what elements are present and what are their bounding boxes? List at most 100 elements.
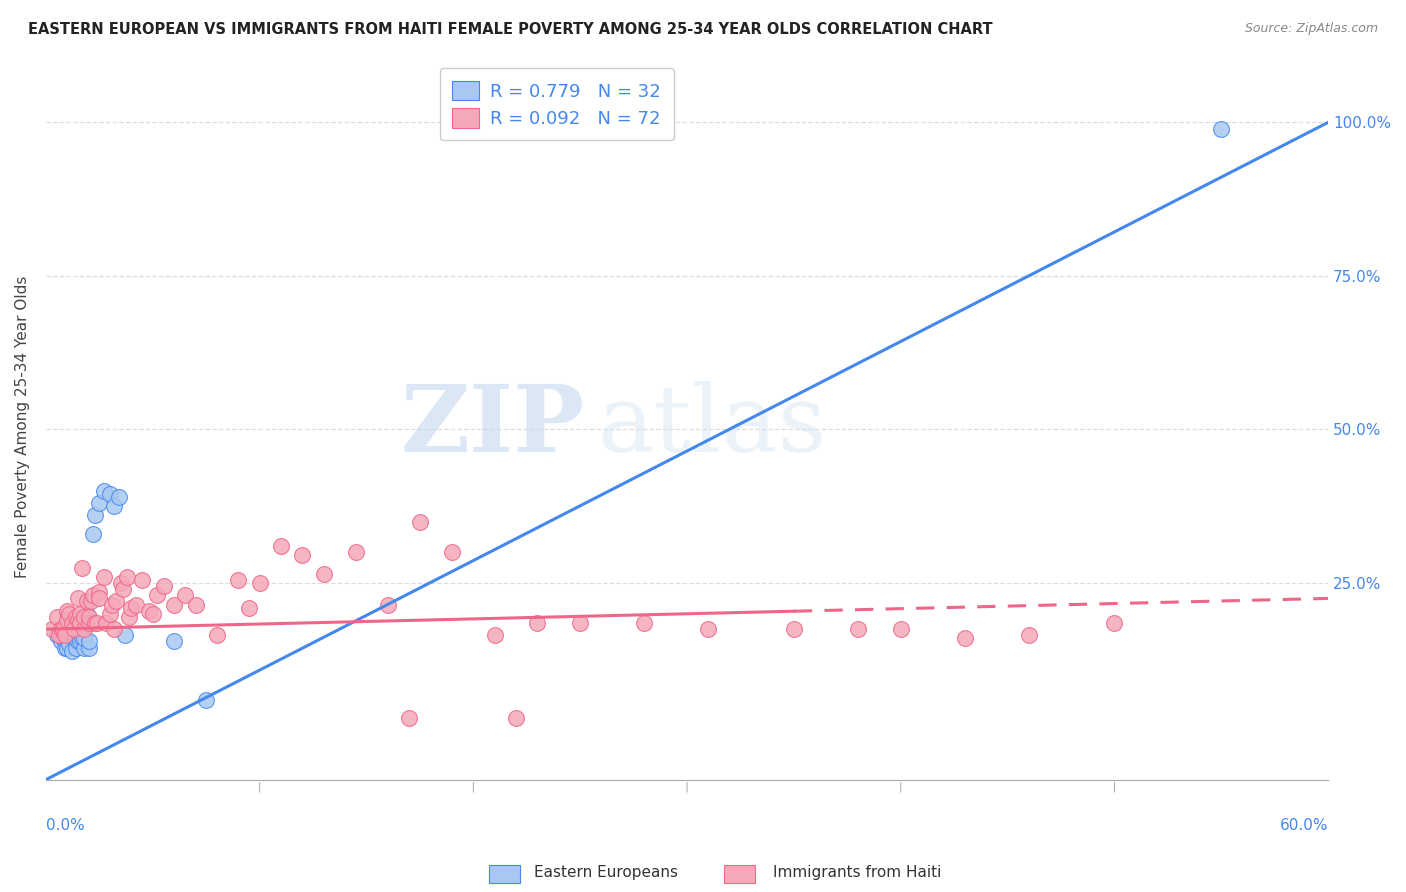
Point (440, 545, 463, 559)
Point (80, 594, 103, 608)
Point (291, 549, 314, 563)
Point (953, 632, 976, 646)
Point (52, 632, 75, 646)
Text: 60.0%: 60.0% (1279, 819, 1329, 833)
Point (249, 576, 271, 591)
Point (115, 570, 138, 584)
Point (110, 576, 132, 591)
Point (377, 598, 399, 612)
Point (312, 566, 335, 581)
Point (697, 622, 720, 636)
Point (82, 527, 104, 541)
Point (56, 604, 79, 618)
Point (89, 591, 111, 606)
Point (101, 598, 124, 612)
Text: Immigrants from Haiti: Immigrants from Haiti (773, 865, 942, 880)
Point (82, 588, 104, 602)
Point (505, 711, 527, 725)
Point (94, 615, 117, 630)
Point (105, 594, 128, 608)
Point (173, 588, 195, 602)
Point (569, 615, 592, 630)
Point (98, 487, 121, 501)
Text: Eastern Europeans: Eastern Europeans (534, 865, 678, 880)
Point (76, 607, 98, 621)
Point (73, 622, 96, 636)
Point (163, 598, 186, 612)
Point (270, 539, 292, 553)
Point (131, 573, 153, 587)
Point (1211, 121, 1233, 136)
Text: ZIP: ZIP (401, 382, 585, 472)
Point (84, 615, 107, 630)
Point (84, 508, 107, 523)
Point (73, 632, 96, 646)
Point (226, 573, 249, 587)
Point (66, 591, 89, 606)
Text: atlas: atlas (598, 382, 827, 472)
Point (77, 640, 100, 655)
Point (111, 582, 134, 597)
Point (69, 634, 91, 648)
Point (195, 692, 218, 706)
Point (69, 615, 91, 630)
Y-axis label: Female Poverty Among 25-34 Year Olds: Female Poverty Among 25-34 Year Olds (15, 276, 30, 578)
Point (49, 634, 72, 648)
Point (72, 632, 94, 646)
Point (58, 638, 80, 652)
Point (62, 628, 84, 642)
Text: 0.0%: 0.0% (46, 819, 84, 833)
Point (41, 622, 63, 636)
Point (73, 640, 96, 655)
Point (77, 615, 100, 630)
Point (65, 640, 87, 655)
Text: Source: ZipAtlas.com: Source: ZipAtlas.com (1244, 22, 1378, 36)
Point (56, 634, 79, 648)
Point (125, 598, 148, 612)
Point (66, 634, 89, 648)
Point (77, 610, 100, 624)
Point (62, 622, 84, 636)
Point (526, 615, 548, 630)
Point (142, 607, 165, 621)
Point (72, 560, 94, 574)
Point (783, 622, 806, 636)
Point (120, 600, 142, 615)
Point (53, 628, 76, 642)
Point (45, 610, 67, 624)
Point (107, 490, 129, 504)
Point (93, 570, 115, 584)
Point (409, 515, 432, 529)
Point (58, 607, 80, 621)
Point (184, 598, 207, 612)
Point (103, 500, 125, 514)
Point (69, 607, 91, 621)
Point (484, 628, 506, 642)
Point (60, 615, 83, 630)
Point (118, 610, 141, 624)
Point (398, 711, 420, 725)
Point (73, 610, 96, 624)
Legend: R = 0.779   N = 32, R = 0.092   N = 72: R = 0.779 N = 32, R = 0.092 N = 72 (440, 68, 673, 140)
Point (56, 640, 79, 655)
Point (344, 545, 367, 559)
Point (205, 628, 228, 642)
Point (846, 622, 869, 636)
Point (49, 622, 72, 636)
Point (45, 628, 67, 642)
Point (93, 483, 115, 498)
Point (138, 604, 160, 618)
Point (77, 634, 100, 648)
Point (66, 613, 89, 627)
Point (89, 585, 111, 599)
Point (1104, 615, 1126, 630)
Point (152, 579, 174, 593)
Point (62, 632, 84, 646)
Point (52, 622, 75, 636)
Point (48, 628, 70, 642)
Point (146, 588, 169, 602)
Point (463, 121, 485, 136)
Point (163, 634, 186, 648)
Point (98, 607, 121, 621)
Point (633, 615, 655, 630)
